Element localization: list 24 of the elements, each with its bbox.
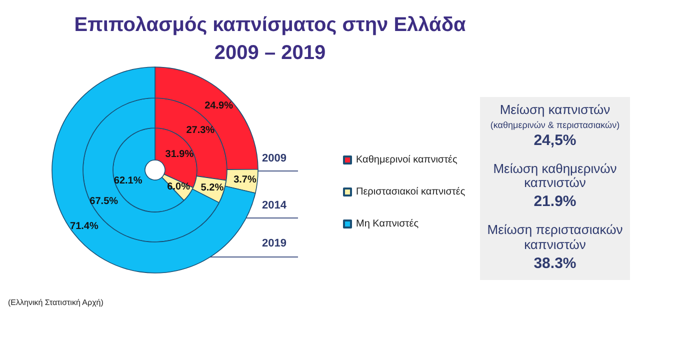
text: 21.9% [532,193,578,211]
legend-label: Μη Καπνιστές [356,218,419,230]
data-label: 31.9% [165,148,194,160]
data-label: 3.7% [234,174,256,186]
text: 24,5% [532,132,578,150]
chart-title: Επιπολασμός καπνίσματος στην Ελλάδα [74,14,466,36]
text: 38.3% [532,254,578,272]
data-label: 67.5% [90,196,118,207]
text: Μείωση περιστασιακών καπνιστών [486,222,624,253]
data-label: 62.1% [114,175,142,186]
slice-label: 2019 [262,238,286,250]
data-label: 27.3% [186,125,215,136]
chart-subtitle: 2009 – 2019 [214,42,326,64]
slice-label: 2014 [262,200,288,212]
data-label: 5.2% [200,182,224,194]
data-label: 71.4% [70,220,98,232]
text: Μείωση καθημερινών καπνιστών [492,160,618,192]
text: Μείωση καπνιστών [498,102,612,118]
slice-label: 2009 [262,152,286,164]
legend-label: Καθημερινοί καπνιστές [356,154,458,166]
legend-label: Περιστασιακοί καπνιστές [356,186,466,198]
text: (Ελληνική Στατιστική Αρχή) [8,298,104,307]
text: (καθημερινών & περιστασιακών) [489,120,621,130]
data-label: 24.9% [204,100,234,112]
